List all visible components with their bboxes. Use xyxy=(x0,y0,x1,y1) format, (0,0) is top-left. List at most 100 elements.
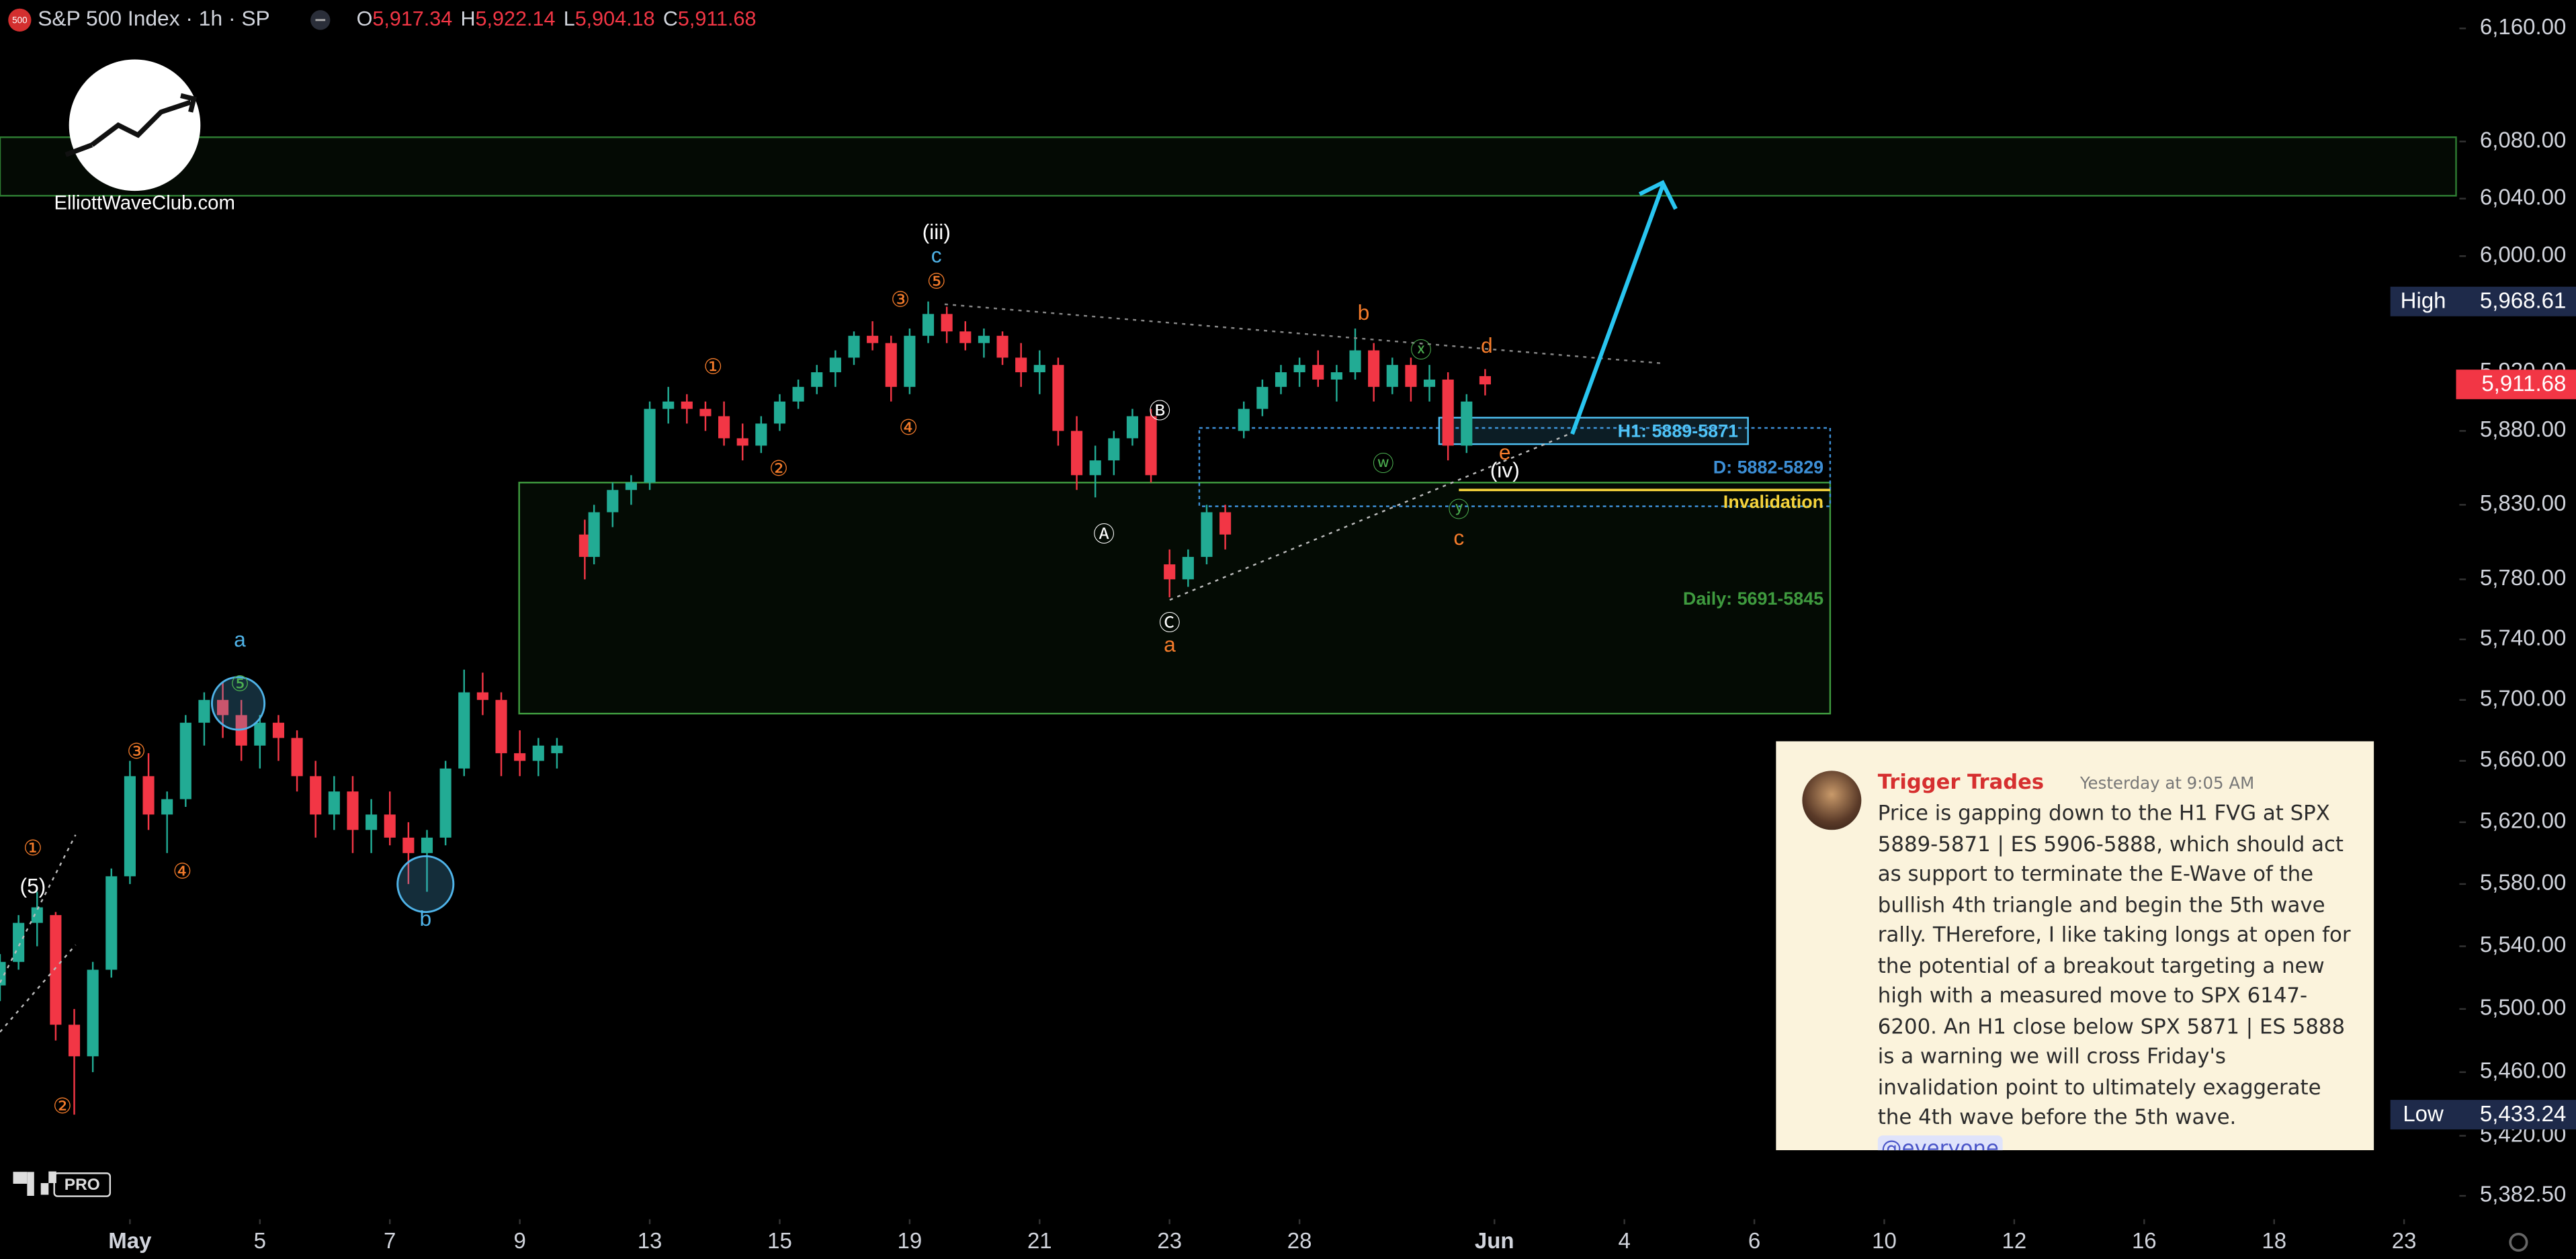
y-tick-label: 6,160.00 xyxy=(2480,14,2566,39)
candle-body xyxy=(254,722,266,746)
candle-body xyxy=(1312,365,1324,380)
wave-label: b xyxy=(419,906,431,930)
price-badge-value: 5,911.68 xyxy=(2481,371,2566,396)
candle-body xyxy=(588,512,600,557)
candle-body xyxy=(811,372,823,387)
candle-body xyxy=(1349,350,1361,373)
y-tick-label: 5,740.00 xyxy=(2480,625,2566,650)
x-tick-label: 10 xyxy=(1872,1228,1897,1253)
candle-body xyxy=(885,343,897,387)
candle-body xyxy=(1201,512,1213,557)
candle-body xyxy=(384,814,396,838)
wave-label: ⑤ xyxy=(927,269,945,293)
candle-body xyxy=(142,776,155,815)
price-badge-name: High xyxy=(2401,288,2446,313)
candle-body xyxy=(124,776,136,877)
x-tick-label: 7 xyxy=(384,1228,396,1253)
wave-label: (iv) xyxy=(1490,458,1520,482)
candle-body xyxy=(1145,416,1157,476)
ohlc-key: C xyxy=(663,7,678,30)
candle-body xyxy=(161,799,173,815)
candle-body xyxy=(755,423,767,446)
candle-body xyxy=(458,692,470,769)
target-arrow xyxy=(1570,185,1665,435)
wave-label: ⓨ xyxy=(1448,497,1469,521)
x-tick-label: 23 xyxy=(1157,1228,1182,1253)
candle-body xyxy=(514,753,526,761)
y-tick-label: 5,580.00 xyxy=(2480,870,2566,895)
message-card-frame: Trigger Trades Yesterday at 9:05 AM Price… xyxy=(1776,741,2374,1151)
candle-body xyxy=(1479,376,1491,385)
zone-label: Daily: 5691-5845 xyxy=(1683,589,1823,609)
wave-label: a xyxy=(1164,632,1176,656)
candle-body xyxy=(347,791,359,830)
wave-label: ⑤ xyxy=(230,672,249,696)
x-tick-label: 15 xyxy=(767,1228,792,1253)
y-tick-label: 5,700.00 xyxy=(2480,686,2566,711)
candle-body xyxy=(105,876,118,970)
candle-body xyxy=(681,401,693,409)
logo-icon xyxy=(65,142,93,157)
candle-body xyxy=(1330,372,1342,380)
candle-body xyxy=(50,915,62,1025)
wave-label: ① xyxy=(703,355,722,379)
candle-body xyxy=(773,401,786,424)
zone-label: H1: 5889-5871 xyxy=(1618,421,1738,441)
x-tick-label: 4 xyxy=(1618,1228,1630,1253)
candle-body xyxy=(402,837,415,853)
candle-body xyxy=(1368,350,1380,387)
candle-body xyxy=(736,438,748,446)
y-tick-label: 6,040.00 xyxy=(2480,184,2566,209)
x-tick-label: 21 xyxy=(1027,1228,1052,1253)
x-tick-label: 6 xyxy=(1748,1228,1760,1253)
wave-label: ③ xyxy=(891,287,910,311)
platform-badge: PRO xyxy=(65,1176,100,1194)
ohlc-key: H xyxy=(460,7,475,30)
candle-body xyxy=(31,907,43,923)
wave-label: (iii) xyxy=(922,220,951,244)
candle-body xyxy=(495,699,507,754)
symbol-badge: 500 xyxy=(12,15,27,26)
y-tick-label: 5,780.00 xyxy=(2480,565,2566,590)
x-tick-label: 12 xyxy=(2002,1228,2027,1253)
wave-label: Ⓐ xyxy=(1093,522,1115,546)
logo-circle xyxy=(69,59,201,191)
wave-label: a xyxy=(234,627,246,652)
candle-body xyxy=(1461,401,1473,446)
candle-body xyxy=(1015,357,1027,373)
candle-body xyxy=(0,961,6,986)
candle-body xyxy=(718,416,730,439)
candle-body xyxy=(532,745,544,761)
candle-body xyxy=(867,335,879,343)
ohlc-value: 5,911.68 xyxy=(678,7,757,30)
wave-label: ② xyxy=(53,1094,72,1118)
trend-line xyxy=(0,944,77,1033)
price-badge-name-bg xyxy=(2390,286,2456,316)
drawings xyxy=(0,179,1678,1033)
ohlc-key: L xyxy=(564,7,575,30)
platform-badge-frame xyxy=(53,1172,112,1197)
ohlc-header: O 5,917.34 H 5,922.14 L 5,904.18 C 5,911.68 xyxy=(357,7,757,30)
x-tick-label: 18 xyxy=(2262,1228,2286,1253)
candle-body xyxy=(1164,564,1176,580)
settings-icon[interactable] xyxy=(2509,1232,2528,1252)
candle-body xyxy=(848,335,860,358)
zone xyxy=(1198,427,1832,507)
trend-line xyxy=(0,834,77,984)
y-tick-label: 5,540.00 xyxy=(2480,932,2566,957)
mention[interactable]: @everyone xyxy=(1877,1134,2002,1151)
wave-label: Ⓒ xyxy=(1159,611,1180,635)
wave-label: c xyxy=(1453,525,1464,550)
candle-body xyxy=(607,490,619,513)
candle-body xyxy=(217,699,229,715)
wave-label: ⓦ xyxy=(1373,451,1394,476)
platform-logo: ▀▌▞ xyxy=(13,1171,58,1196)
candle-body xyxy=(68,1025,81,1057)
candle-body xyxy=(1126,416,1139,439)
message-card: Trigger Trades Yesterday at 9:05 AM Price… xyxy=(1776,741,2374,1151)
candle-body xyxy=(1071,431,1083,476)
wave-label: ④ xyxy=(899,415,918,439)
candle-body xyxy=(310,776,322,815)
wave-label: ① xyxy=(24,836,42,860)
candle-body xyxy=(1182,556,1194,580)
